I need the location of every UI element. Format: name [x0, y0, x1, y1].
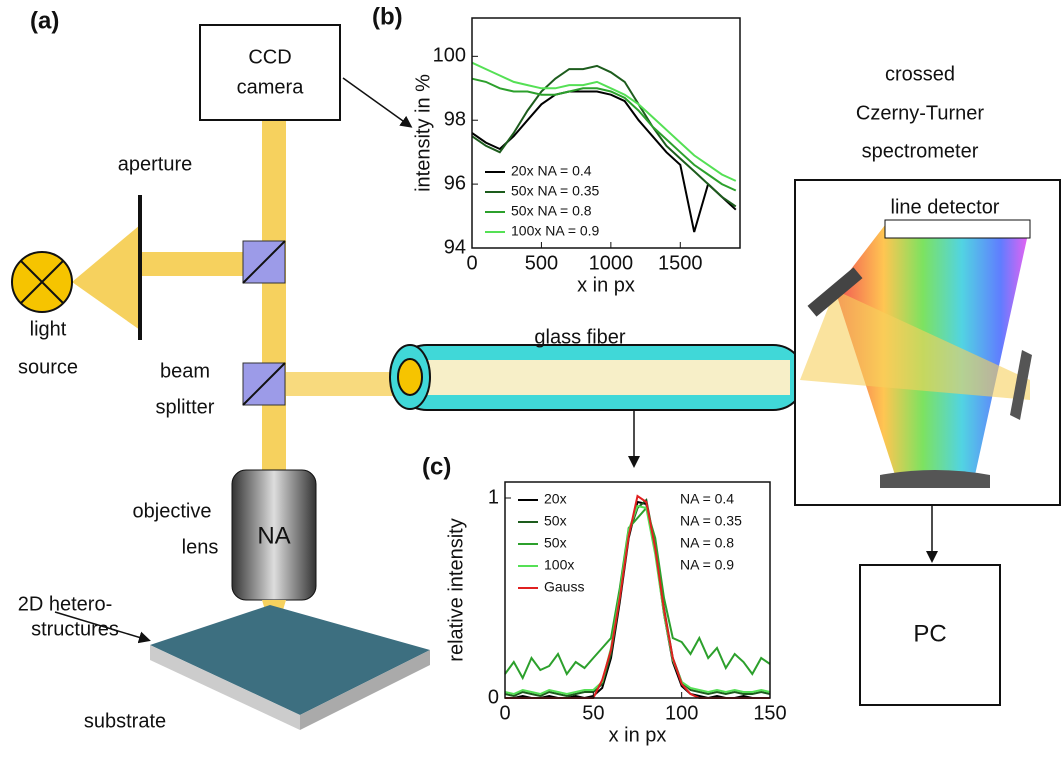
x-tick-label: 100: [665, 702, 698, 724]
label: NA: [257, 522, 290, 549]
legend-label: 20x: [544, 491, 567, 507]
panel-label: (a): [30, 7, 59, 34]
y-tick-label: 0: [488, 686, 499, 708]
label: substrate: [84, 710, 166, 732]
label: structures: [31, 618, 119, 640]
panel-label: (c): [422, 453, 451, 480]
legend-label: NA = 0.8: [680, 535, 734, 551]
legend-label: NA = 0.4: [680, 491, 734, 507]
legend-label: Gauss: [544, 579, 584, 595]
series-line: [471, 90, 737, 233]
legend-label: 50x: [544, 535, 567, 551]
x-tick-label: 50: [582, 702, 604, 724]
x-tick-label: 1500: [658, 252, 703, 274]
diagram: [11, 24, 1061, 730]
legend-label: 50x NA = 0.35: [511, 183, 600, 199]
series-line: [471, 61, 737, 182]
label: source: [18, 356, 78, 378]
panel-label: (b): [372, 3, 403, 30]
label: CCD: [248, 46, 291, 68]
y-tick-label: 96: [444, 172, 466, 194]
x-tick-label: 500: [525, 252, 558, 274]
legend-label: 100x: [544, 557, 574, 573]
x-axis-label: x in px: [609, 724, 667, 746]
legend-label: 50x NA = 0.8: [511, 203, 592, 219]
x-axis-label: x in px: [577, 274, 635, 296]
x-tick-label: 0: [499, 702, 510, 724]
legend-label: NA = 0.9: [680, 557, 734, 573]
label: lens: [182, 536, 219, 558]
series-line: [471, 64, 737, 208]
axes-frame: [504, 481, 771, 699]
label: PC: [913, 620, 946, 647]
legend-label: 100x NA = 0.9: [511, 223, 600, 239]
label: splitter: [156, 396, 215, 418]
series-line: [504, 504, 771, 696]
label: line detector: [891, 196, 1000, 218]
label: crossed: [885, 63, 955, 85]
y-axis-label: intensity in %: [412, 74, 434, 192]
x-tick-label: 150: [753, 702, 786, 724]
labels: (a) (b) (c) CCD camera aperture light so…: [18, 3, 1000, 732]
label: glass fiber: [534, 326, 625, 348]
label: objective: [133, 500, 212, 522]
label: 2D hetero-: [18, 593, 113, 615]
label: beam: [160, 360, 210, 382]
y-tick-label: 100: [433, 45, 466, 67]
label: camera: [237, 76, 305, 98]
legend-label: 20x NA = 0.4: [511, 163, 592, 179]
label: spectrometer: [862, 140, 979, 162]
x-tick-label: 0: [466, 252, 477, 274]
x-tick-label: 1000: [589, 252, 634, 274]
y-tick-label: 94: [444, 236, 466, 258]
y-tick-label: 98: [444, 109, 466, 131]
series-line: [471, 77, 737, 192]
label: Czerny-Turner: [856, 102, 985, 124]
label: light: [30, 318, 67, 340]
axes-frame: [471, 17, 741, 249]
label: aperture: [118, 153, 193, 175]
y-tick-label: 1: [488, 486, 499, 508]
legend-label: NA = 0.35: [680, 513, 742, 529]
legend-label: 50x: [544, 513, 567, 529]
series-line: [504, 505, 771, 681]
y-axis-label: relative intensity: [445, 518, 467, 661]
